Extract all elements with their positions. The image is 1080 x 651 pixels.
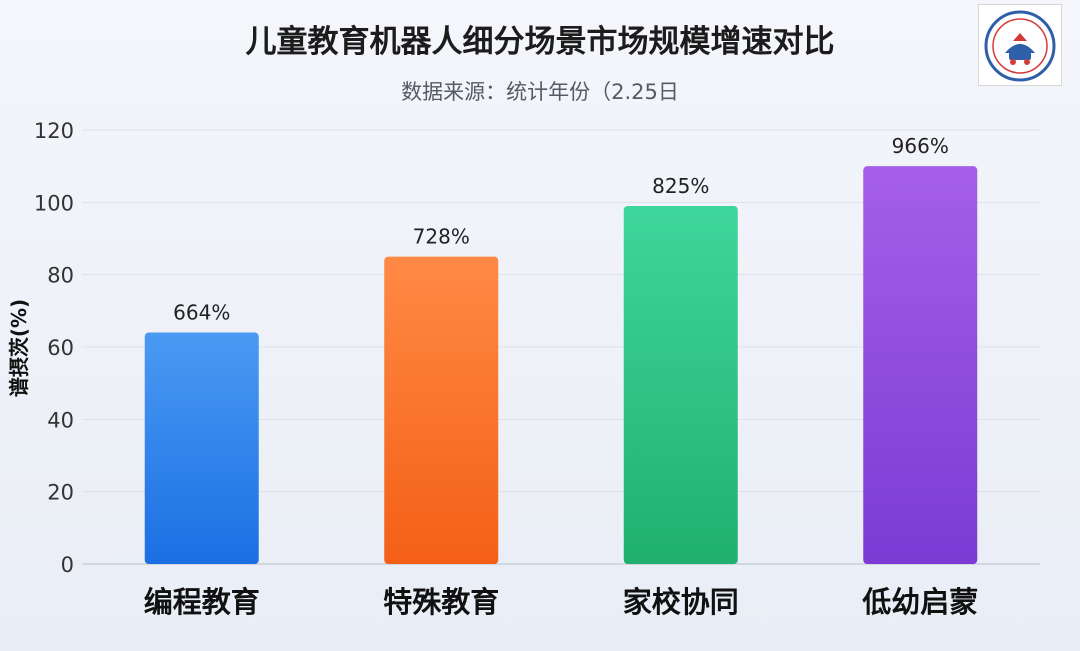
data-label: 664% bbox=[173, 301, 230, 325]
bar bbox=[384, 256, 499, 564]
data-label: 825% bbox=[652, 174, 709, 198]
y-tick-label: 20 bbox=[47, 481, 74, 505]
data-labels: 664% 728% 825% 966% bbox=[173, 134, 949, 324]
y-tick-label: 60 bbox=[47, 336, 74, 360]
site-logo bbox=[978, 4, 1062, 86]
logo-emblem-icon bbox=[984, 10, 1056, 82]
chart-title: 儿童教育机器人细分场景市场规模增速对比 bbox=[246, 24, 835, 60]
x-tick-label: 编程教育 bbox=[144, 585, 260, 619]
x-tick-label: 家校协同 bbox=[623, 585, 739, 619]
data-label: 966% bbox=[892, 134, 949, 158]
x-tick-label: 特殊教育 bbox=[383, 585, 499, 619]
bar bbox=[623, 205, 738, 564]
chart-subtitle: 数据来源：统计年份（2.25日 bbox=[401, 80, 679, 104]
y-tick-label: 80 bbox=[47, 264, 74, 288]
bar bbox=[144, 332, 259, 564]
x-tick-labels: 编程教育 特殊教育 家校协同 低幼启蒙 bbox=[144, 585, 979, 619]
x-tick-label: 低幼启蒙 bbox=[861, 585, 978, 619]
bar bbox=[863, 166, 978, 564]
y-tick-label: 40 bbox=[47, 408, 74, 432]
y-tick-label: 0 bbox=[61, 553, 74, 577]
bars bbox=[144, 166, 978, 564]
data-label: 728% bbox=[413, 225, 470, 249]
y-tick-labels: 0 20 40 60 80 100 120 bbox=[34, 119, 74, 577]
y-tick-label: 100 bbox=[34, 191, 74, 215]
y-tick-label: 120 bbox=[34, 119, 74, 143]
y-axis-label: 谱摂茨(%) bbox=[7, 299, 31, 397]
